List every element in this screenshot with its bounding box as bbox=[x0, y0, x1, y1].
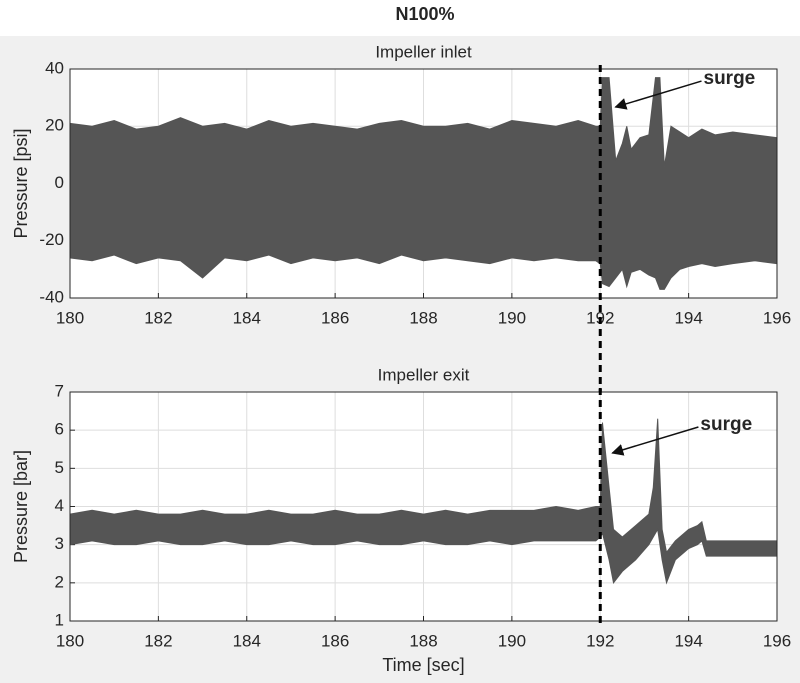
y-tick-label: 1 bbox=[55, 610, 64, 629]
x-tick-label: 188 bbox=[409, 308, 437, 327]
x-tick-label: 194 bbox=[674, 308, 702, 327]
x-tick-label: 190 bbox=[498, 631, 526, 650]
x-tick-label: 196 bbox=[763, 631, 791, 650]
x-tick-label: 182 bbox=[144, 308, 172, 327]
x-tick-label: 194 bbox=[674, 631, 702, 650]
y-tick-label: 5 bbox=[55, 458, 64, 477]
x-tick-label: 188 bbox=[409, 631, 437, 650]
x-tick-label: 180 bbox=[56, 308, 84, 327]
x-tick-label: 182 bbox=[144, 631, 172, 650]
y-tick-label: 6 bbox=[55, 420, 64, 439]
x-tick-label: 196 bbox=[763, 308, 791, 327]
annotation-text: surge bbox=[704, 68, 756, 89]
y-tick-label: 3 bbox=[55, 534, 64, 553]
annotation-text: surge bbox=[700, 414, 752, 435]
x-tick-label: 186 bbox=[321, 308, 349, 327]
x-tick-label: 184 bbox=[233, 308, 261, 327]
x-tick-label: 192 bbox=[586, 631, 614, 650]
x-axis-label: Time [sec] bbox=[382, 655, 464, 675]
subplot-title: Impeller exit bbox=[378, 365, 470, 384]
y-axis-label: Pressure [psi] bbox=[11, 128, 31, 238]
y-tick-label: -40 bbox=[39, 287, 64, 306]
x-tick-label: 184 bbox=[233, 631, 261, 650]
x-tick-label: 186 bbox=[321, 631, 349, 650]
annotation-arrow bbox=[611, 426, 699, 456]
figure-title: N100% bbox=[395, 4, 454, 24]
y-axis-label: Pressure [bar] bbox=[11, 450, 31, 563]
annotation-arrow bbox=[614, 80, 702, 110]
x-tick-label: 180 bbox=[56, 631, 84, 650]
y-tick-label: 0 bbox=[55, 173, 64, 192]
x-tick-label: 190 bbox=[498, 308, 526, 327]
axes-frame bbox=[69, 68, 778, 299]
y-tick-label: 2 bbox=[55, 572, 64, 591]
axes-frame bbox=[69, 391, 778, 622]
y-tick-label: -20 bbox=[39, 230, 64, 249]
y-tick-label: 20 bbox=[45, 116, 64, 135]
y-tick-label: 7 bbox=[55, 381, 64, 400]
y-tick-label: 40 bbox=[45, 58, 64, 77]
subplot-title: Impeller inlet bbox=[375, 42, 472, 61]
y-tick-label: 4 bbox=[55, 496, 64, 515]
